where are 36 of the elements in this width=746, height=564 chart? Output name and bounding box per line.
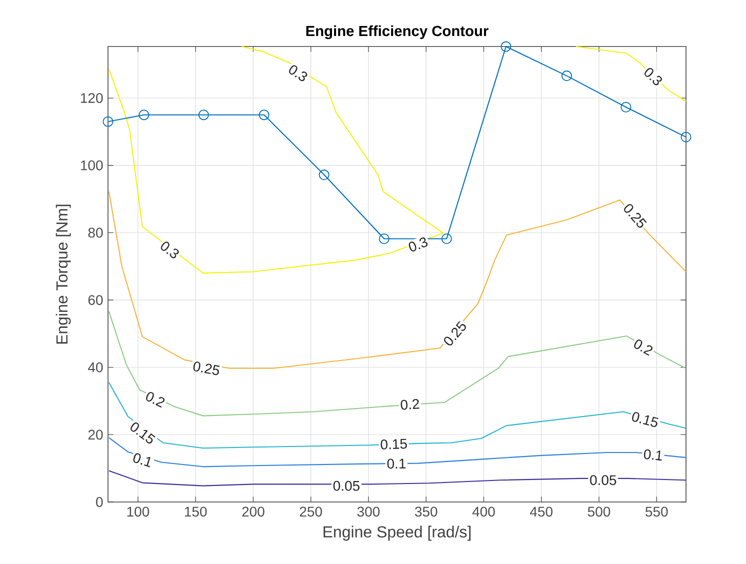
x-tick-label: 500 <box>588 506 610 517</box>
x-tick-label: 250 <box>300 506 322 517</box>
annotation: 0.1 <box>133 453 150 468</box>
annotation: 0.3 <box>408 237 428 252</box>
x-tick-label: 350 <box>414 506 438 517</box>
x-tick-label: 550 <box>646 506 668 517</box>
annotation: 0.2 <box>634 340 653 356</box>
annotation: 0.25 <box>193 362 220 376</box>
annotation: 0.3 <box>644 68 662 86</box>
x-axis-title: Engine Speed [rad/s] <box>324 526 471 541</box>
annotation: 0.2 <box>400 399 420 410</box>
x-tick-label: 400 <box>472 506 495 517</box>
chart-title: Engine Efficiency Contour <box>306 25 488 40</box>
annotation: 0.05 <box>333 480 360 491</box>
x-tick-label: 150 <box>184 506 207 517</box>
y-axis-title: Engine Torque [Nm] <box>56 204 71 344</box>
y-tick-label: 0 <box>96 497 103 507</box>
y-tick-label: 120 <box>81 93 103 103</box>
annotation: 0.15 <box>130 422 156 444</box>
annotation: 0.1 <box>387 458 406 469</box>
x-tick-label: 450 <box>530 506 552 517</box>
annotation: 0.05 <box>590 475 616 486</box>
x-tick-label: 300 <box>357 506 380 517</box>
annotation: 0.1 <box>644 449 662 461</box>
y-tick-label: 20 <box>88 430 103 440</box>
x-tick-label: 100 <box>127 506 150 517</box>
annotation: 0.15 <box>380 438 407 450</box>
y-tick-label: 60 <box>88 295 103 305</box>
x-tick-label: 200 <box>242 506 264 517</box>
y-tick-label: 40 <box>88 362 103 372</box>
y-tick-label: 80 <box>88 228 103 238</box>
annotation: 0.3 <box>160 242 179 258</box>
annotation: 0.15 <box>632 412 658 427</box>
annotation: 0.3 <box>289 65 308 82</box>
y-tick-label: 100 <box>81 160 103 170</box>
annotation: 0.2 <box>146 392 165 408</box>
